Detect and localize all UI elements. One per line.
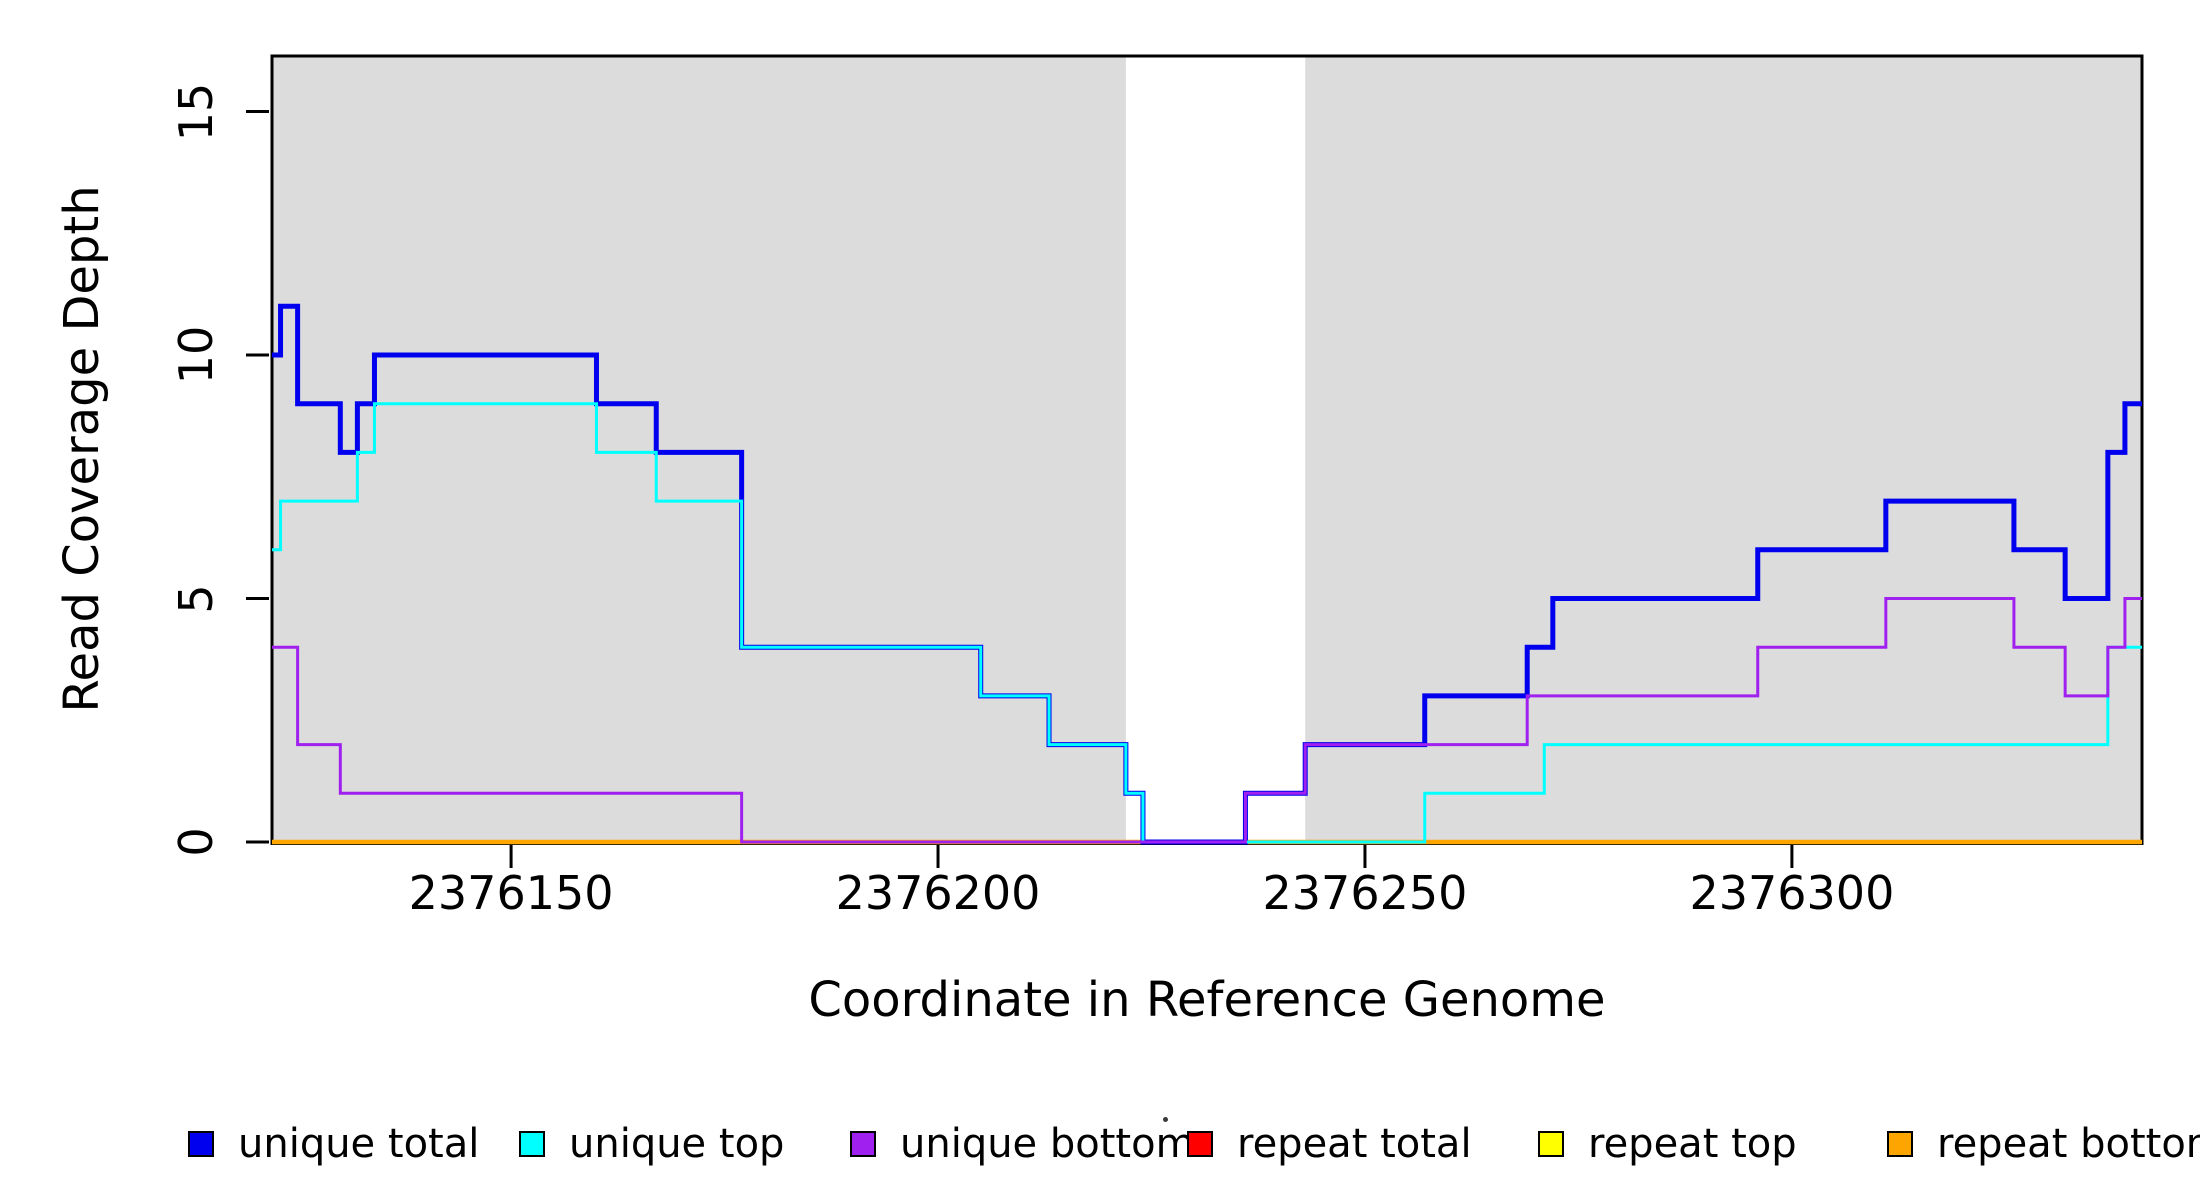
series-unique-bottom xyxy=(272,597,2142,844)
series-unique-top xyxy=(272,402,2142,844)
legend-label: repeat total xyxy=(1237,1121,1472,1167)
x-tick-label: 2376150 xyxy=(408,866,614,920)
legend-label: unique top xyxy=(569,1121,785,1167)
y-axis-title: Read Coverage Depth xyxy=(54,185,110,713)
legend-label: unique total xyxy=(238,1121,480,1167)
plot-area xyxy=(246,54,2144,868)
y-tick-label: 10 xyxy=(169,325,223,385)
background-band xyxy=(272,56,1126,842)
y-tick-label: 15 xyxy=(169,82,223,141)
legend-item-repeat-total: repeat total xyxy=(1187,1120,1472,1168)
legend-item-unique-bottom: unique bottom xyxy=(850,1120,1195,1168)
x-tick-label: 2376250 xyxy=(1262,866,1468,920)
x-tick-label: 2376300 xyxy=(1689,866,1895,920)
legend-item-unique-top: unique top xyxy=(519,1120,784,1168)
x-tick-label: 2376200 xyxy=(835,866,1041,920)
legend-label: repeat top xyxy=(1588,1121,1797,1167)
legend-swatch-unique-bottom xyxy=(850,1131,876,1157)
y-tick-label: 5 xyxy=(169,583,223,614)
legend-label: repeat bottom xyxy=(1937,1121,2200,1167)
y-tick-label: 0 xyxy=(169,827,223,857)
x-axis-title: Coordinate in Reference Genome xyxy=(808,972,1606,1028)
legend-swatch-repeat-total xyxy=(1187,1131,1213,1157)
stray-mark xyxy=(1163,1117,1168,1122)
legend-swatch-unique-top xyxy=(519,1131,545,1157)
legend-swatch-unique-total xyxy=(188,1131,214,1157)
legend-item-repeat-top: repeat top xyxy=(1538,1120,1797,1168)
legend-label: unique bottom xyxy=(900,1121,1195,1167)
legend-swatch-repeat-top xyxy=(1538,1131,1564,1157)
legend-item-repeat-bottom: repeat bottom xyxy=(1887,1120,2200,1168)
background-band xyxy=(1305,56,2142,842)
legend-item-unique-total: unique total xyxy=(188,1120,479,1168)
legend-swatch-repeat-bottom xyxy=(1887,1131,1913,1157)
